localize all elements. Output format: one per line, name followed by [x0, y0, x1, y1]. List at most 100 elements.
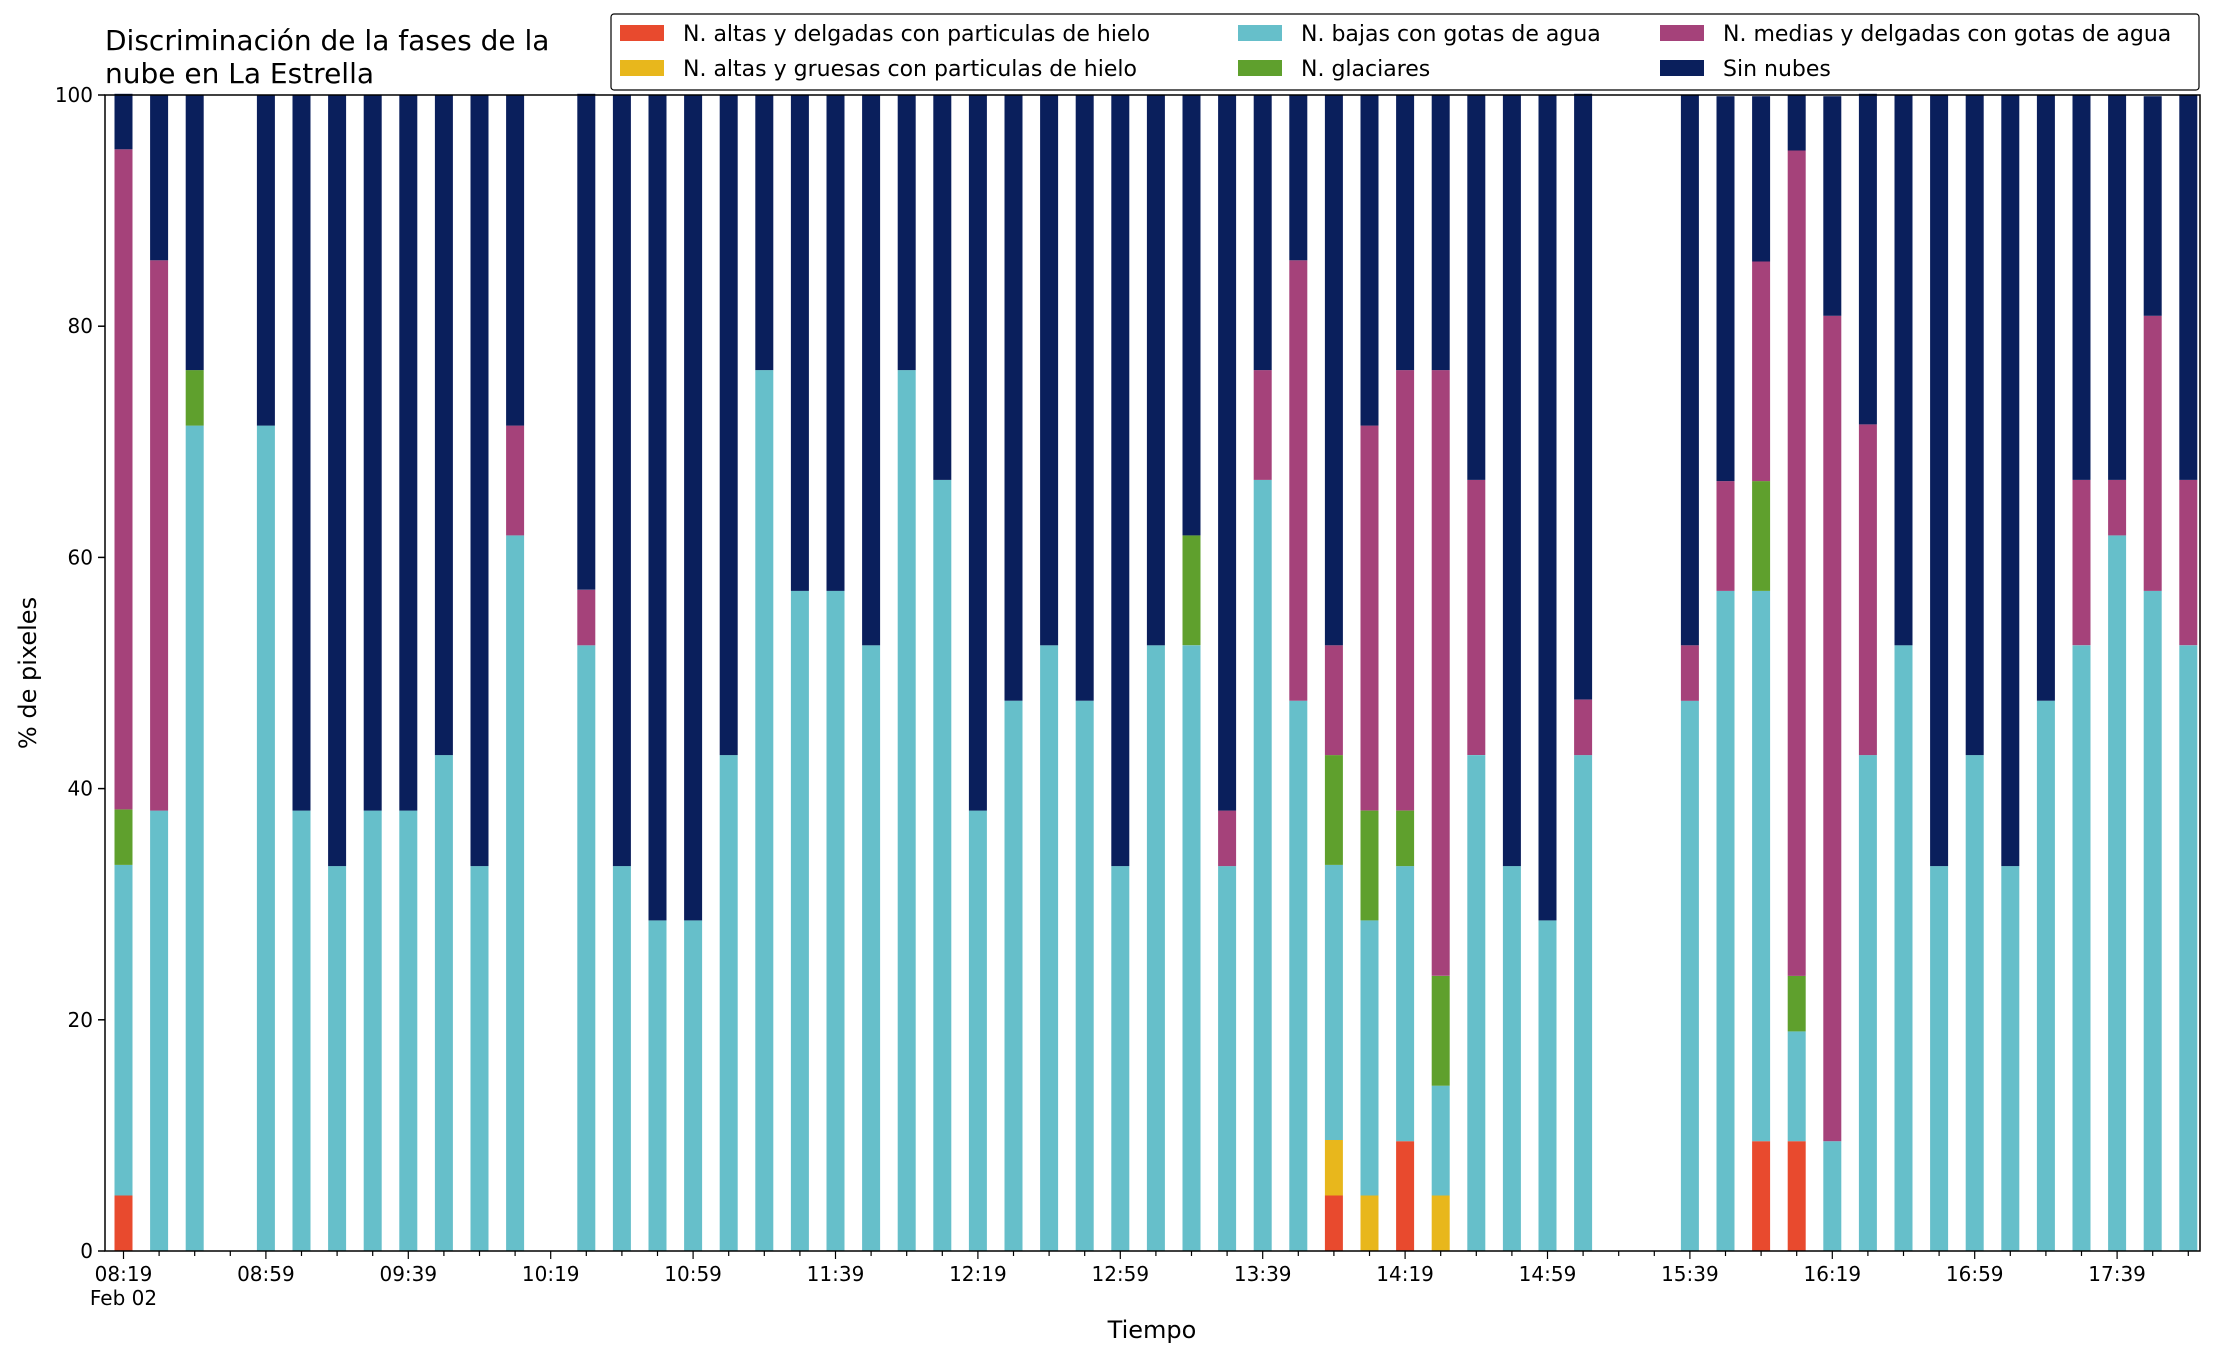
bar-segment-1749-s2 — [2143, 590, 2162, 1251]
bar-segment-0819-s3 — [114, 809, 133, 865]
bar-segment-1259-s2 — [1111, 866, 1130, 1251]
bar-segment-1419-s5 — [1396, 95, 1415, 371]
bar-segment-1419-s0 — [1396, 1141, 1415, 1251]
bar-segment-1009-s5 — [506, 95, 525, 426]
legend-label: N. altas y delgadas con particulas de hi… — [683, 22, 1150, 47]
bar-segment-1239-s5 — [1040, 95, 1059, 646]
bar-segment-1419-s2 — [1396, 866, 1415, 1142]
bar-segment-1439-s5 — [1467, 95, 1486, 480]
bar-segment-1239-s2 — [1040, 645, 1059, 1251]
bar-segment-1659-s5 — [1965, 95, 1984, 756]
bar-segment-1419-s4 — [1396, 370, 1415, 811]
bar-segment-1729-s5 — [2072, 95, 2091, 480]
bar-segment-1329-s2 — [1218, 866, 1237, 1251]
bar-segment-1309-s5 — [1146, 95, 1165, 646]
x-tick-label: 09:39 — [379, 1262, 437, 1286]
x-tick-label: 16:19 — [1803, 1262, 1861, 1286]
bar-segment-1759-s5 — [2179, 95, 2198, 480]
x-tick-label: 10:59 — [664, 1262, 722, 1286]
bar-segment-1709-s5 — [2001, 95, 2020, 867]
bar-segment-1739-s4 — [2108, 479, 2127, 536]
legend-swatch — [1660, 60, 1704, 76]
bar-segment-1229-s2 — [1004, 700, 1023, 1251]
bars-layer — [114, 93, 2198, 1252]
bar-segment-1409-s2 — [1360, 920, 1379, 1196]
bar-segment-0929-s2 — [363, 810, 382, 1251]
chart-title: Discriminación de la fases de la nube en… — [105, 24, 549, 90]
bar-segment-1029-s2 — [577, 645, 596, 1251]
bar-segment-0819-s0 — [114, 1195, 133, 1251]
bar-segment-1229-s5 — [1004, 95, 1023, 701]
bar-segment-1459-s5 — [1538, 95, 1557, 921]
bar-segment-1549-s4 — [1716, 481, 1735, 591]
bar-segment-1459-s2 — [1538, 920, 1557, 1251]
bar-segment-0819-s4 — [114, 149, 133, 810]
bar-segment-1639-s5 — [1894, 95, 1913, 646]
bar-segment-1549-s2 — [1716, 590, 1735, 1251]
bar-segment-0859-s2 — [256, 425, 275, 1252]
legend-swatch — [1238, 25, 1282, 41]
bar-segment-0859-s5 — [256, 95, 275, 426]
bar-segment-0929-s5 — [363, 95, 382, 811]
bar-segment-1619-s5 — [1823, 96, 1842, 316]
bar-segment-1409-s3 — [1360, 810, 1379, 921]
bar-segment-0959-s2 — [470, 866, 489, 1251]
x-tick-label: 12:19 — [949, 1262, 1007, 1286]
bar-segment-1639-s2 — [1894, 645, 1913, 1251]
bar-segment-1159-s2 — [897, 370, 916, 1252]
bar-segment-1109-s5 — [719, 95, 738, 756]
bar-segment-1439-s4 — [1467, 479, 1486, 755]
legend-swatch — [1238, 60, 1282, 76]
bar-segment-1339-s5 — [1253, 95, 1272, 371]
bar-segment-1049-s5 — [648, 95, 667, 921]
bar-segment-1149-s2 — [862, 645, 881, 1251]
bar-segment-1559-s3 — [1752, 481, 1771, 591]
y-axis-label: % de pixeles — [14, 597, 42, 749]
bar-segment-0939-s5 — [399, 95, 418, 811]
bar-segment-1359-s0 — [1324, 1195, 1343, 1251]
legend-label: N. medias y delgadas con gotas de agua — [1723, 22, 2171, 47]
bar-segment-1559-s0 — [1752, 1141, 1771, 1251]
bar-segment-1429-s4 — [1431, 370, 1450, 976]
bar-segment-1359-s4 — [1324, 645, 1343, 756]
bar-segment-1609-s0 — [1787, 1141, 1806, 1251]
bar-segment-0919-s5 — [328, 95, 347, 867]
bar-segment-1129-s5 — [790, 95, 809, 591]
legend-swatch — [1660, 25, 1704, 41]
legend-label: Sin nubes — [1723, 57, 1831, 82]
bar-segment-1739-s5 — [2108, 95, 2127, 480]
bar-segment-1729-s2 — [2072, 645, 2091, 1251]
bar-segment-1349-s2 — [1289, 700, 1308, 1251]
bar-segment-1119-s5 — [755, 95, 774, 371]
bar-segment-1009-s4 — [506, 425, 525, 536]
x-tick-label: 08:59 — [237, 1262, 295, 1286]
legend-label: N. glaciares — [1301, 57, 1430, 82]
bar-segment-1339-s4 — [1253, 370, 1272, 480]
legend-box — [610, 13, 2200, 91]
bar-segment-1129-s2 — [790, 590, 809, 1251]
x-date-label: Feb 02 — [90, 1286, 157, 1310]
bar-segment-1359-s5 — [1324, 95, 1343, 646]
bar-segment-1439-s2 — [1467, 755, 1486, 1251]
bar-segment-1209-s5 — [933, 95, 952, 480]
bar-segment-1149-s5 — [862, 95, 881, 646]
bar-segment-1159-s5 — [897, 95, 916, 371]
bar-segment-1359-s3 — [1324, 755, 1343, 865]
x-axis-label: Tiempo — [1107, 1316, 1197, 1344]
chart-title-line-2: nube en La Estrella — [105, 57, 374, 90]
bar-segment-1249-s5 — [1075, 95, 1094, 701]
bar-segment-1139-s2 — [826, 590, 845, 1251]
bar-segment-1009-s2 — [506, 535, 525, 1251]
bar-segment-1609-s2 — [1787, 1031, 1806, 1142]
legend-swatch — [620, 60, 664, 76]
x-tick-label: 14:19 — [1376, 1262, 1434, 1286]
x-tick-label: 10:19 — [522, 1262, 580, 1286]
bar-segment-0839-s2 — [185, 425, 204, 1252]
plot-area — [104, 94, 2201, 1252]
bar-segment-1139-s5 — [826, 95, 845, 591]
bar-segment-1119-s2 — [755, 370, 774, 1252]
bar-segment-1219-s5 — [968, 95, 987, 811]
bar-segment-0949-s2 — [434, 755, 453, 1251]
bar-segment-1109-s2 — [719, 755, 738, 1251]
